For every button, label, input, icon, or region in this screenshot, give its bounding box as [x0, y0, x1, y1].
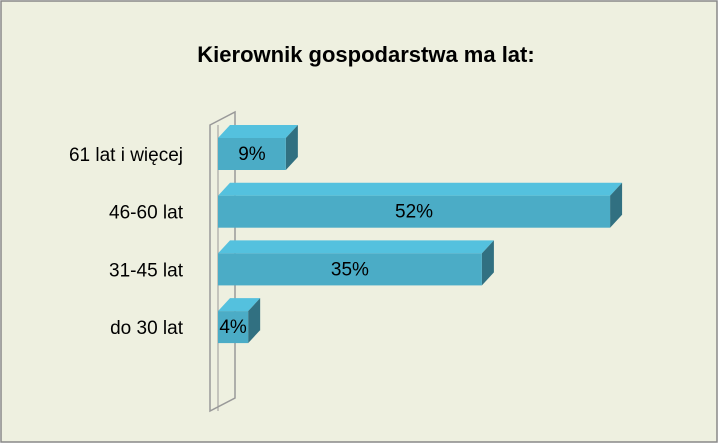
bar [218, 311, 249, 344]
bar-top [218, 125, 298, 138]
y-tick-label: 46-60 lat [109, 203, 184, 224]
bar [218, 253, 482, 286]
bar-side [610, 182, 623, 228]
bar-top [218, 298, 261, 312]
bar-side [285, 125, 298, 170]
y-tick-label: 31-45 lat [109, 260, 184, 281]
bar-top [218, 182, 623, 196]
data-label: 9% [238, 144, 266, 165]
y-tick-label: 61 lat i więcej [69, 145, 183, 166]
bar-side [248, 298, 261, 344]
bar [218, 138, 286, 170]
chart-title: Kierownik gospodarstwa ma lat: [197, 42, 534, 67]
data-label: 4% [219, 317, 247, 338]
bar [218, 195, 611, 228]
y-tick-label: do 30 lat [110, 318, 184, 339]
data-label: 52% [395, 202, 433, 223]
bar-side [481, 240, 494, 286]
axis-wall [209, 110, 236, 413]
bar-top [218, 240, 494, 254]
data-label: 35% [331, 259, 369, 280]
